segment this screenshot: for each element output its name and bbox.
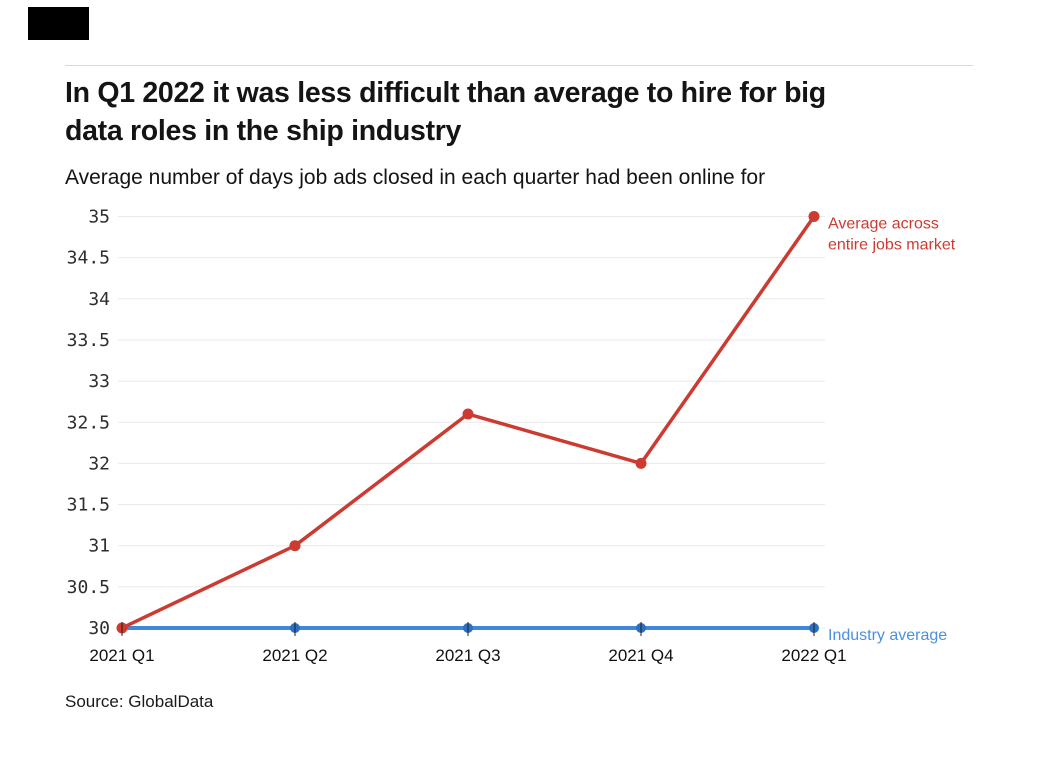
globaldata-logo-block — [28, 7, 89, 40]
data-point-average-across-entire-jobs-market — [808, 211, 820, 222]
x-tick-label: 2021 Q3 — [435, 646, 500, 665]
header-divider — [65, 65, 973, 66]
y-tick-label: 30.5 — [67, 577, 110, 598]
data-point-average-across-entire-jobs-market — [635, 457, 647, 469]
y-tick-label: 35 — [88, 207, 110, 228]
y-tick-label: 30 — [88, 618, 110, 639]
x-tick-label: 2021 Q4 — [608, 646, 673, 665]
x-tick-label: 2021 Q1 — [89, 646, 154, 665]
y-tick-label: 32 — [88, 453, 110, 474]
x-tick-label: 2021 Q2 — [262, 646, 327, 665]
series-label-industry-average: Industry average — [828, 627, 947, 644]
series-label-average-across-entire-jobs-market: Average across entire jobs market — [828, 216, 956, 254]
y-tick-label: 31 — [88, 536, 110, 557]
source-note: Source: GlobalData — [65, 692, 214, 711]
chart-title-line-1: In Q1 2022 it was less difficult than av… — [65, 77, 826, 109]
chart-subtitle: Average number of days job ads closed in… — [65, 166, 766, 189]
y-tick-label: 34.5 — [67, 248, 110, 269]
y-tick-label: 32.5 — [67, 412, 110, 433]
y-tick-label: 33 — [88, 371, 110, 392]
data-point-average-across-entire-jobs-market — [289, 540, 301, 552]
data-point-average-across-entire-jobs-market — [462, 408, 474, 420]
y-tick-label: 34 — [88, 289, 110, 310]
y-tick-label: 31.5 — [67, 495, 110, 516]
y-tick-label: 33.5 — [67, 330, 110, 351]
x-tick-label: 2022 Q1 — [781, 646, 846, 665]
chart-title: In Q1 2022 it was less difficult than av… — [65, 74, 985, 150]
chart-title-line-2: data roles in the ship industry — [65, 115, 462, 147]
